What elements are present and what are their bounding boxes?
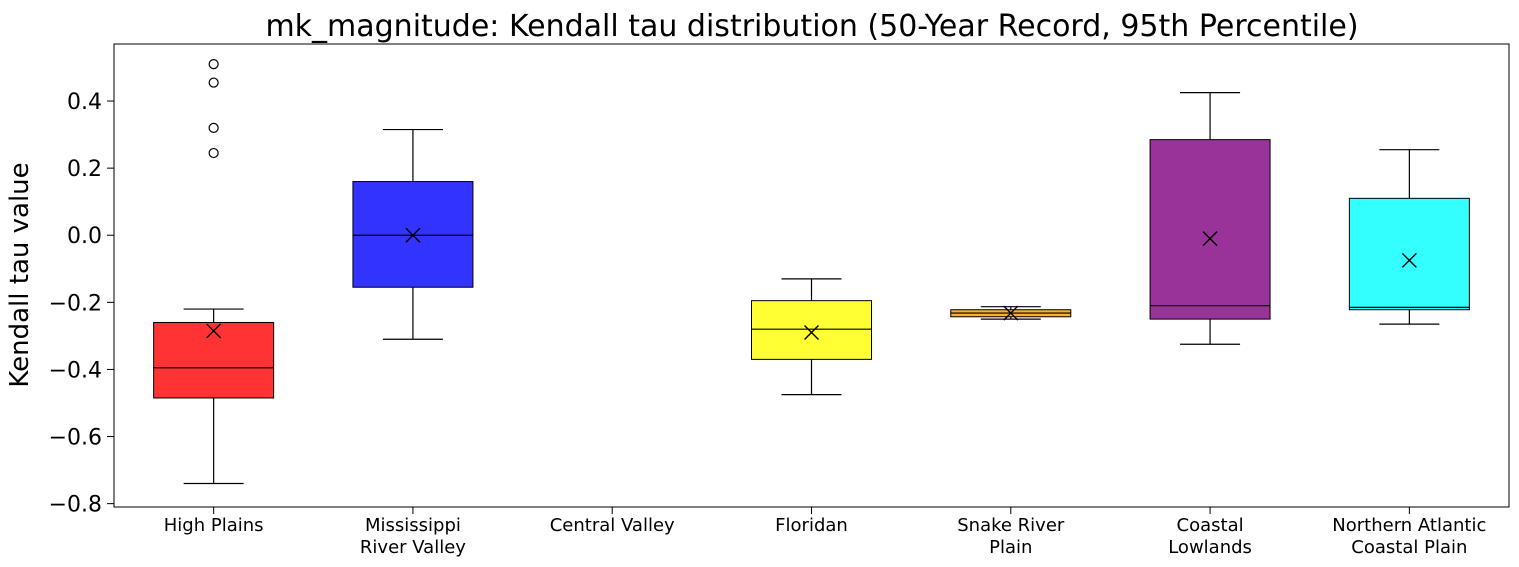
mean-marker	[206, 323, 222, 339]
y-tick-label: −0.4	[49, 358, 102, 383]
x-tick-label-line: Snake River	[957, 515, 1065, 536]
box	[751, 300, 872, 360]
box	[1149, 139, 1271, 320]
y-tick-label: −0.2	[49, 291, 102, 316]
outlier-point	[208, 147, 219, 159]
x-tick-label-line: Coastal	[1177, 515, 1244, 536]
outlier-point	[208, 122, 219, 133]
mean-marker	[804, 325, 819, 341]
x-tick-label: Northern Atlantic Coastal Plain	[1332, 515, 1486, 558]
box	[1348, 197, 1470, 311]
outlier-point	[208, 59, 219, 70]
x-tick-label-line: Lowlands	[1168, 537, 1252, 558]
x-tick-label: Floridan	[775, 515, 848, 536]
mean-marker	[1003, 305, 1019, 321]
y-tick-label: −0.8	[49, 493, 102, 518]
box-group: Floridan	[751, 278, 872, 536]
plot-frame	[113, 43, 1510, 508]
box-group: Coastal Lowlands	[1149, 92, 1271, 558]
x-tick-label-line: Mississippi	[365, 515, 461, 536]
plot-area: −0.8 −0.6 −0.4 −0.2 0.0 0.2 0.4 High Plains Miss…	[49, 43, 1510, 558]
box-group: High Plains	[153, 59, 275, 536]
x-tick-label: Mississippi River Valley	[360, 515, 466, 558]
mean-marker	[1202, 231, 1218, 247]
box-group: Snake River Plain	[950, 305, 1072, 558]
box-group: Central Valley	[550, 507, 675, 536]
x-tick-label-line: Central Valley	[550, 515, 675, 536]
outlier-point	[208, 77, 219, 88]
box-group: Mississippi River Valley	[352, 128, 474, 558]
x-tick-label-line: River Valley	[360, 537, 466, 558]
box-group: Northern Atlantic Coastal Plain	[1332, 149, 1486, 558]
mean-marker	[1401, 252, 1417, 268]
box	[153, 321, 275, 399]
x-tick-label-line: Northern Atlantic	[1332, 515, 1486, 536]
y-tick-label: −0.6	[49, 426, 102, 451]
y-axis-label: Kendall tau value	[5, 162, 35, 387]
y-tick-label: 0.4	[67, 90, 102, 115]
mean-marker	[405, 227, 421, 243]
x-tick-label-line: Coastal Plain	[1351, 537, 1467, 558]
x-tick-label-line: High Plains	[164, 515, 264, 536]
chart-title: mk_magnitude: Kendall tau distribution (…	[265, 9, 1358, 44]
x-tick-label: Snake River Plain	[957, 515, 1065, 558]
x-tick-label: Coastal Lowlands	[1168, 515, 1252, 558]
x-tick-label-line: Plain	[989, 537, 1032, 558]
y-tick-label: 0.2	[67, 157, 102, 182]
x-tick-label: High Plains	[164, 515, 264, 536]
y-tick-label: 0.0	[67, 224, 102, 249]
x-tick-label-line: Floridan	[775, 515, 848, 536]
x-tick-label: Central Valley	[550, 515, 675, 536]
